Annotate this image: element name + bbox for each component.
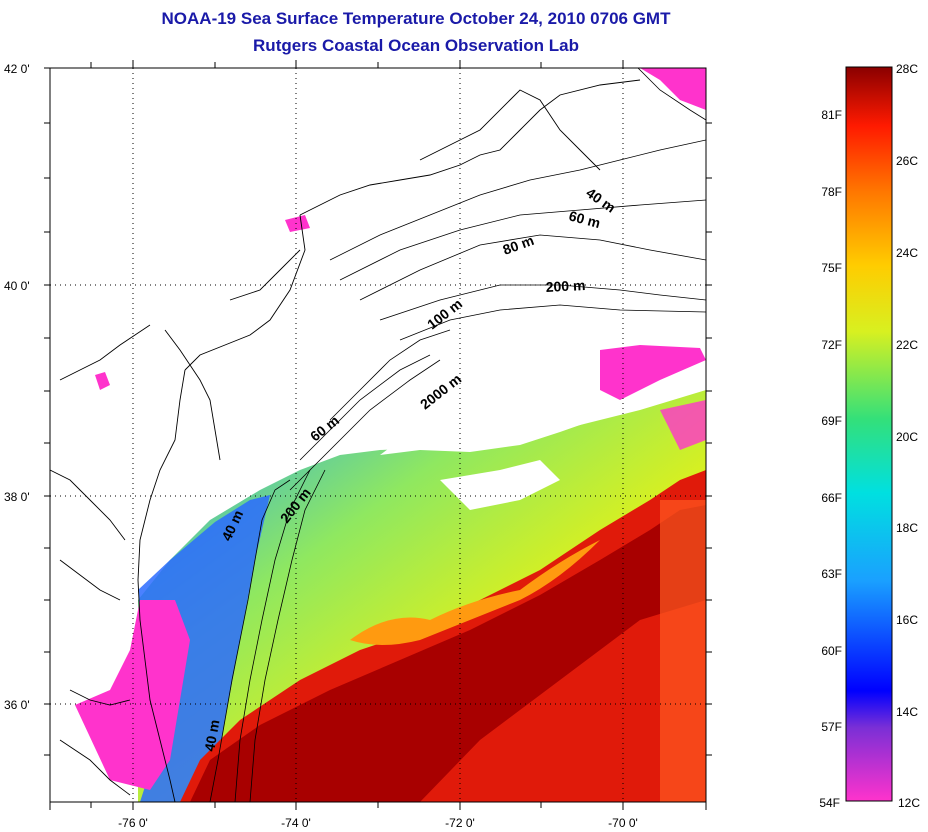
colorbar-celsius-scale: 28C 26C 24C 22C 20C 18C 16C 14C 12C xyxy=(896,62,920,810)
axis-ticks xyxy=(44,60,712,810)
celsius-label: 28C xyxy=(896,62,918,76)
map-title: NOAA-19 Sea Surface Temperature October … xyxy=(161,9,671,28)
lat-label-36: 36 0' xyxy=(4,698,30,712)
fahrenheit-label: 63F xyxy=(821,567,842,581)
fahrenheit-label: 69F xyxy=(821,414,842,428)
celsius-label: 16C xyxy=(896,613,918,627)
depth-label-60-north: 60 m xyxy=(567,207,602,231)
fahrenheit-label: 60F xyxy=(821,644,842,658)
fahrenheit-label: 75F xyxy=(821,261,842,275)
sst-estuary xyxy=(75,600,190,790)
gulf-stream-core xyxy=(190,505,706,802)
celsius-label: 14C xyxy=(896,705,918,719)
fahrenheit-label: 66F xyxy=(821,491,842,505)
celsius-label: 24C xyxy=(896,246,918,260)
fahrenheit-label: 54F xyxy=(819,796,840,810)
depth-label-40-south-b: 40 m xyxy=(201,718,222,752)
bathymetry-contours xyxy=(209,68,706,802)
colorbar-fahrenheit-scale: 81F 78F 75F 72F 69F 66F 63F 60F 57F 54F xyxy=(819,108,842,810)
color-bar xyxy=(845,66,893,802)
map-subtitle: Rutgers Coastal Ocean Observation Lab xyxy=(253,36,579,55)
celsius-label: 22C xyxy=(896,338,918,352)
lat-label-38: 38 0' xyxy=(4,490,30,504)
lon-label-70: -70 0' xyxy=(608,816,638,830)
lat-label-42: 42 0' xyxy=(4,62,30,76)
lon-label-76: -76 0' xyxy=(118,816,148,830)
fahrenheit-label: 57F xyxy=(821,720,842,734)
fahrenheit-label: 78F xyxy=(821,185,842,199)
fahrenheit-label: 81F xyxy=(821,108,842,122)
warm-eddy xyxy=(350,540,600,645)
fahrenheit-label: 72F xyxy=(821,338,842,352)
lon-label-72: -72 0' xyxy=(445,816,475,830)
coastline xyxy=(50,79,641,802)
lon-label-74: -74 0' xyxy=(281,816,311,830)
lat-label-40: 40 0' xyxy=(4,279,30,293)
celsius-label: 12C xyxy=(898,796,920,810)
map-panel: 40 m 60 m 80 m 200 m 100 m 2000 m 60 m 2… xyxy=(50,68,706,802)
celsius-label: 20C xyxy=(896,430,918,444)
celsius-label: 18C xyxy=(896,521,918,535)
celsius-label: 26C xyxy=(896,154,918,168)
depth-label-200-north: 200 m xyxy=(545,277,585,295)
